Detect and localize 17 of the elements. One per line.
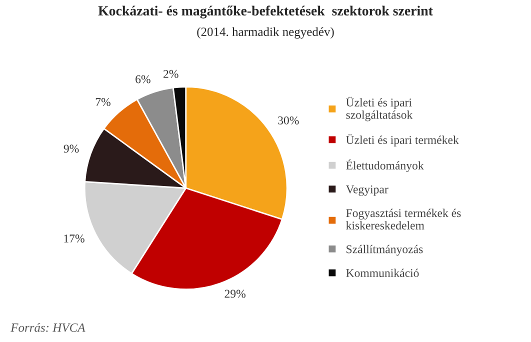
data-label: 6% (136, 75, 150, 84)
data-label: 9% (64, 144, 79, 153)
legend-label: Üzleti és ipari szolgáltatások (346, 96, 413, 122)
data-label: 17% (64, 234, 84, 243)
data-label: 2% (164, 70, 178, 78)
legend-label: Üzleti és ipari termékek (346, 134, 459, 146)
data-label: 29% (224, 290, 246, 298)
data-label: 30% (278, 116, 299, 124)
data-label: 7% (96, 98, 110, 106)
legend-label: Élettudományok (346, 159, 424, 172)
legend-label: Fogyasztási termékek és kiskereskedelem (346, 208, 461, 230)
chart-title: Kockázati- és magántőke-befektetések szektorok szerint (98, 6, 433, 18)
legend-label: Szállítmányozás (346, 244, 423, 256)
legend-label: Vegyipar (346, 185, 388, 196)
legend-label: Kommunikáció (346, 268, 419, 278)
chart-subtitle: (2014. harmadik negyedév) (197, 27, 334, 39)
text: Forrás: HVCA (10, 323, 86, 332)
